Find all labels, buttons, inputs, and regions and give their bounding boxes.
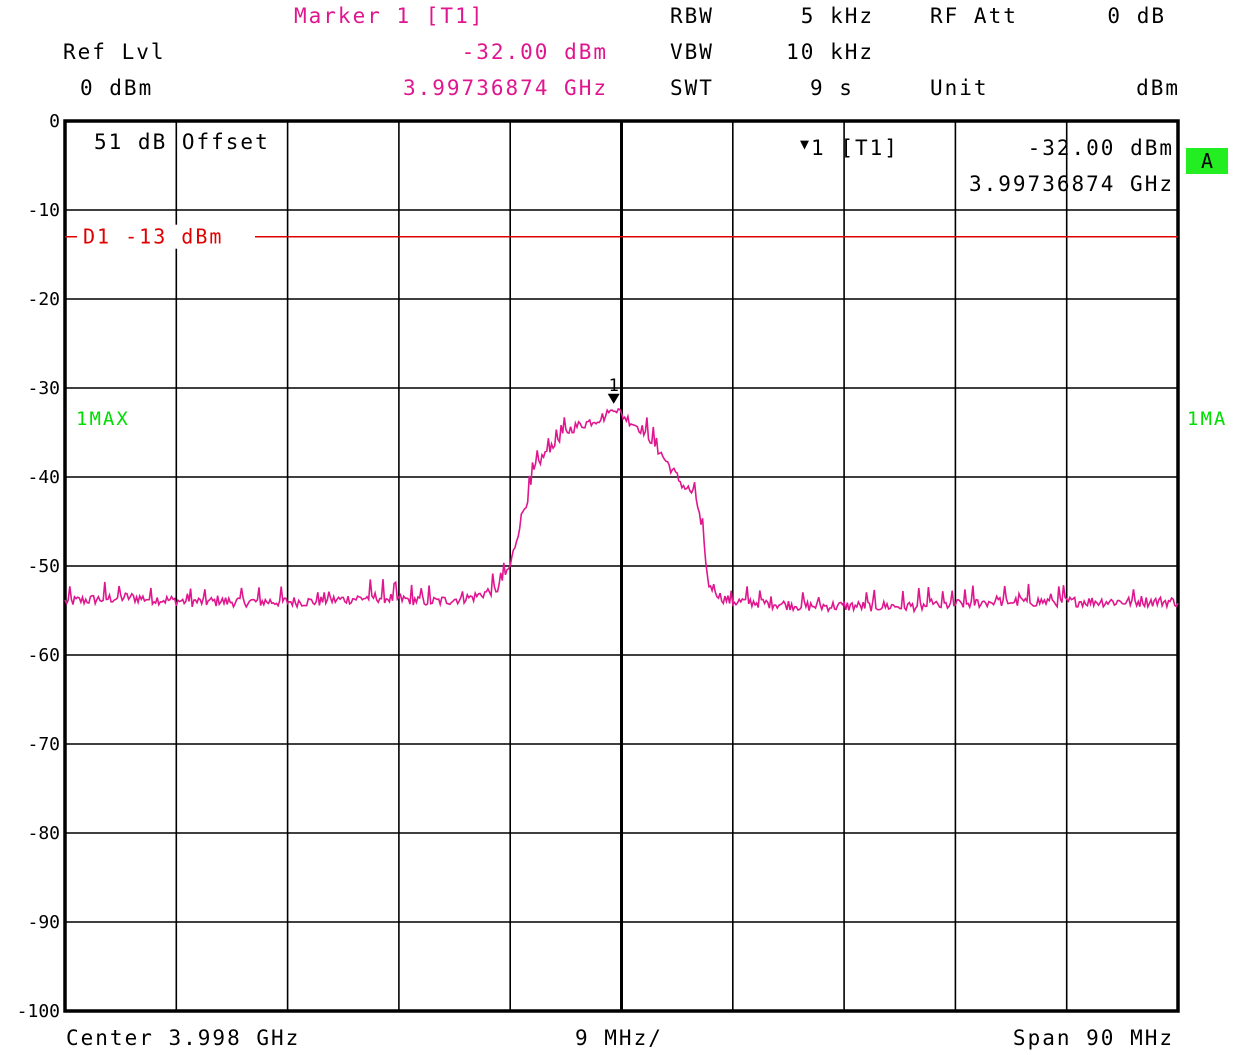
trace-mode-label-right: 1MA — [1187, 408, 1228, 430]
marker-info-level: -32.00 dBm — [1027, 136, 1174, 160]
y-tick-label: -20 — [27, 289, 60, 310]
y-tick-label: -30 — [27, 378, 60, 399]
ref-level-label: Ref Lvl — [63, 40, 166, 64]
rf-att-label: RF Att — [930, 4, 1018, 28]
trace-status-badge: A — [1186, 148, 1228, 174]
swt-value: 9 s — [810, 76, 854, 100]
y-tick-label: -80 — [27, 823, 60, 844]
frequency-span: Span 90 MHz — [1012, 1026, 1174, 1050]
vbw-label: VBW — [670, 40, 714, 64]
y-tick-label: -70 — [27, 734, 60, 755]
y-tick-label: -90 — [27, 912, 60, 933]
y-tick-label: -40 — [27, 467, 60, 488]
swt-label: SWT — [670, 76, 714, 100]
marker-info-label: ▼1 [T1] — [800, 135, 899, 160]
ref-level-value: 0 dBm — [80, 76, 154, 100]
marker-info-frequency: 3.99736874 GHz — [968, 172, 1174, 196]
y-tick-label: 0 — [49, 111, 60, 132]
marker-frequency-readout: 3.99736874 GHz — [402, 76, 608, 100]
frequency-per-division: 9 MHz/ — [575, 1026, 663, 1050]
display-line-label: D1 -13 dBm — [83, 225, 223, 249]
rbw-label: RBW — [670, 4, 714, 28]
rbw-value: 5 kHz — [800, 4, 874, 28]
marker-title: Marker 1 [T1] — [294, 4, 485, 28]
marker-number: 1 — [609, 376, 619, 396]
y-tick-label: -50 — [27, 556, 60, 577]
y-tick-label: -60 — [27, 645, 60, 666]
spectrum-trace — [64, 408, 1179, 614]
rf-att-value: 0 dB — [1107, 4, 1166, 28]
y-tick-label: -10 — [27, 200, 60, 221]
trace-mode-label-left: 1MAX — [76, 408, 130, 430]
vbw-value: 10 kHz — [786, 40, 874, 64]
marker-level-readout: -32.00 dBm — [461, 40, 608, 64]
display-line-label-bg — [77, 224, 255, 249]
y-tick-label: -100 — [17, 1001, 60, 1022]
plot-frame — [63, 119, 1180, 1013]
offset-indicator: 51 dB Offset — [94, 130, 270, 154]
marker-info-label-text: 1 [T1] — [811, 136, 899, 160]
unit-label: Unit — [930, 76, 989, 100]
center-frequency: Center 3.998 GHz — [66, 1026, 301, 1050]
marker-triangle-icon: ▼ — [800, 135, 812, 153]
unit-value: dBm — [1136, 76, 1180, 100]
marker-triangle-icon — [607, 393, 620, 404]
